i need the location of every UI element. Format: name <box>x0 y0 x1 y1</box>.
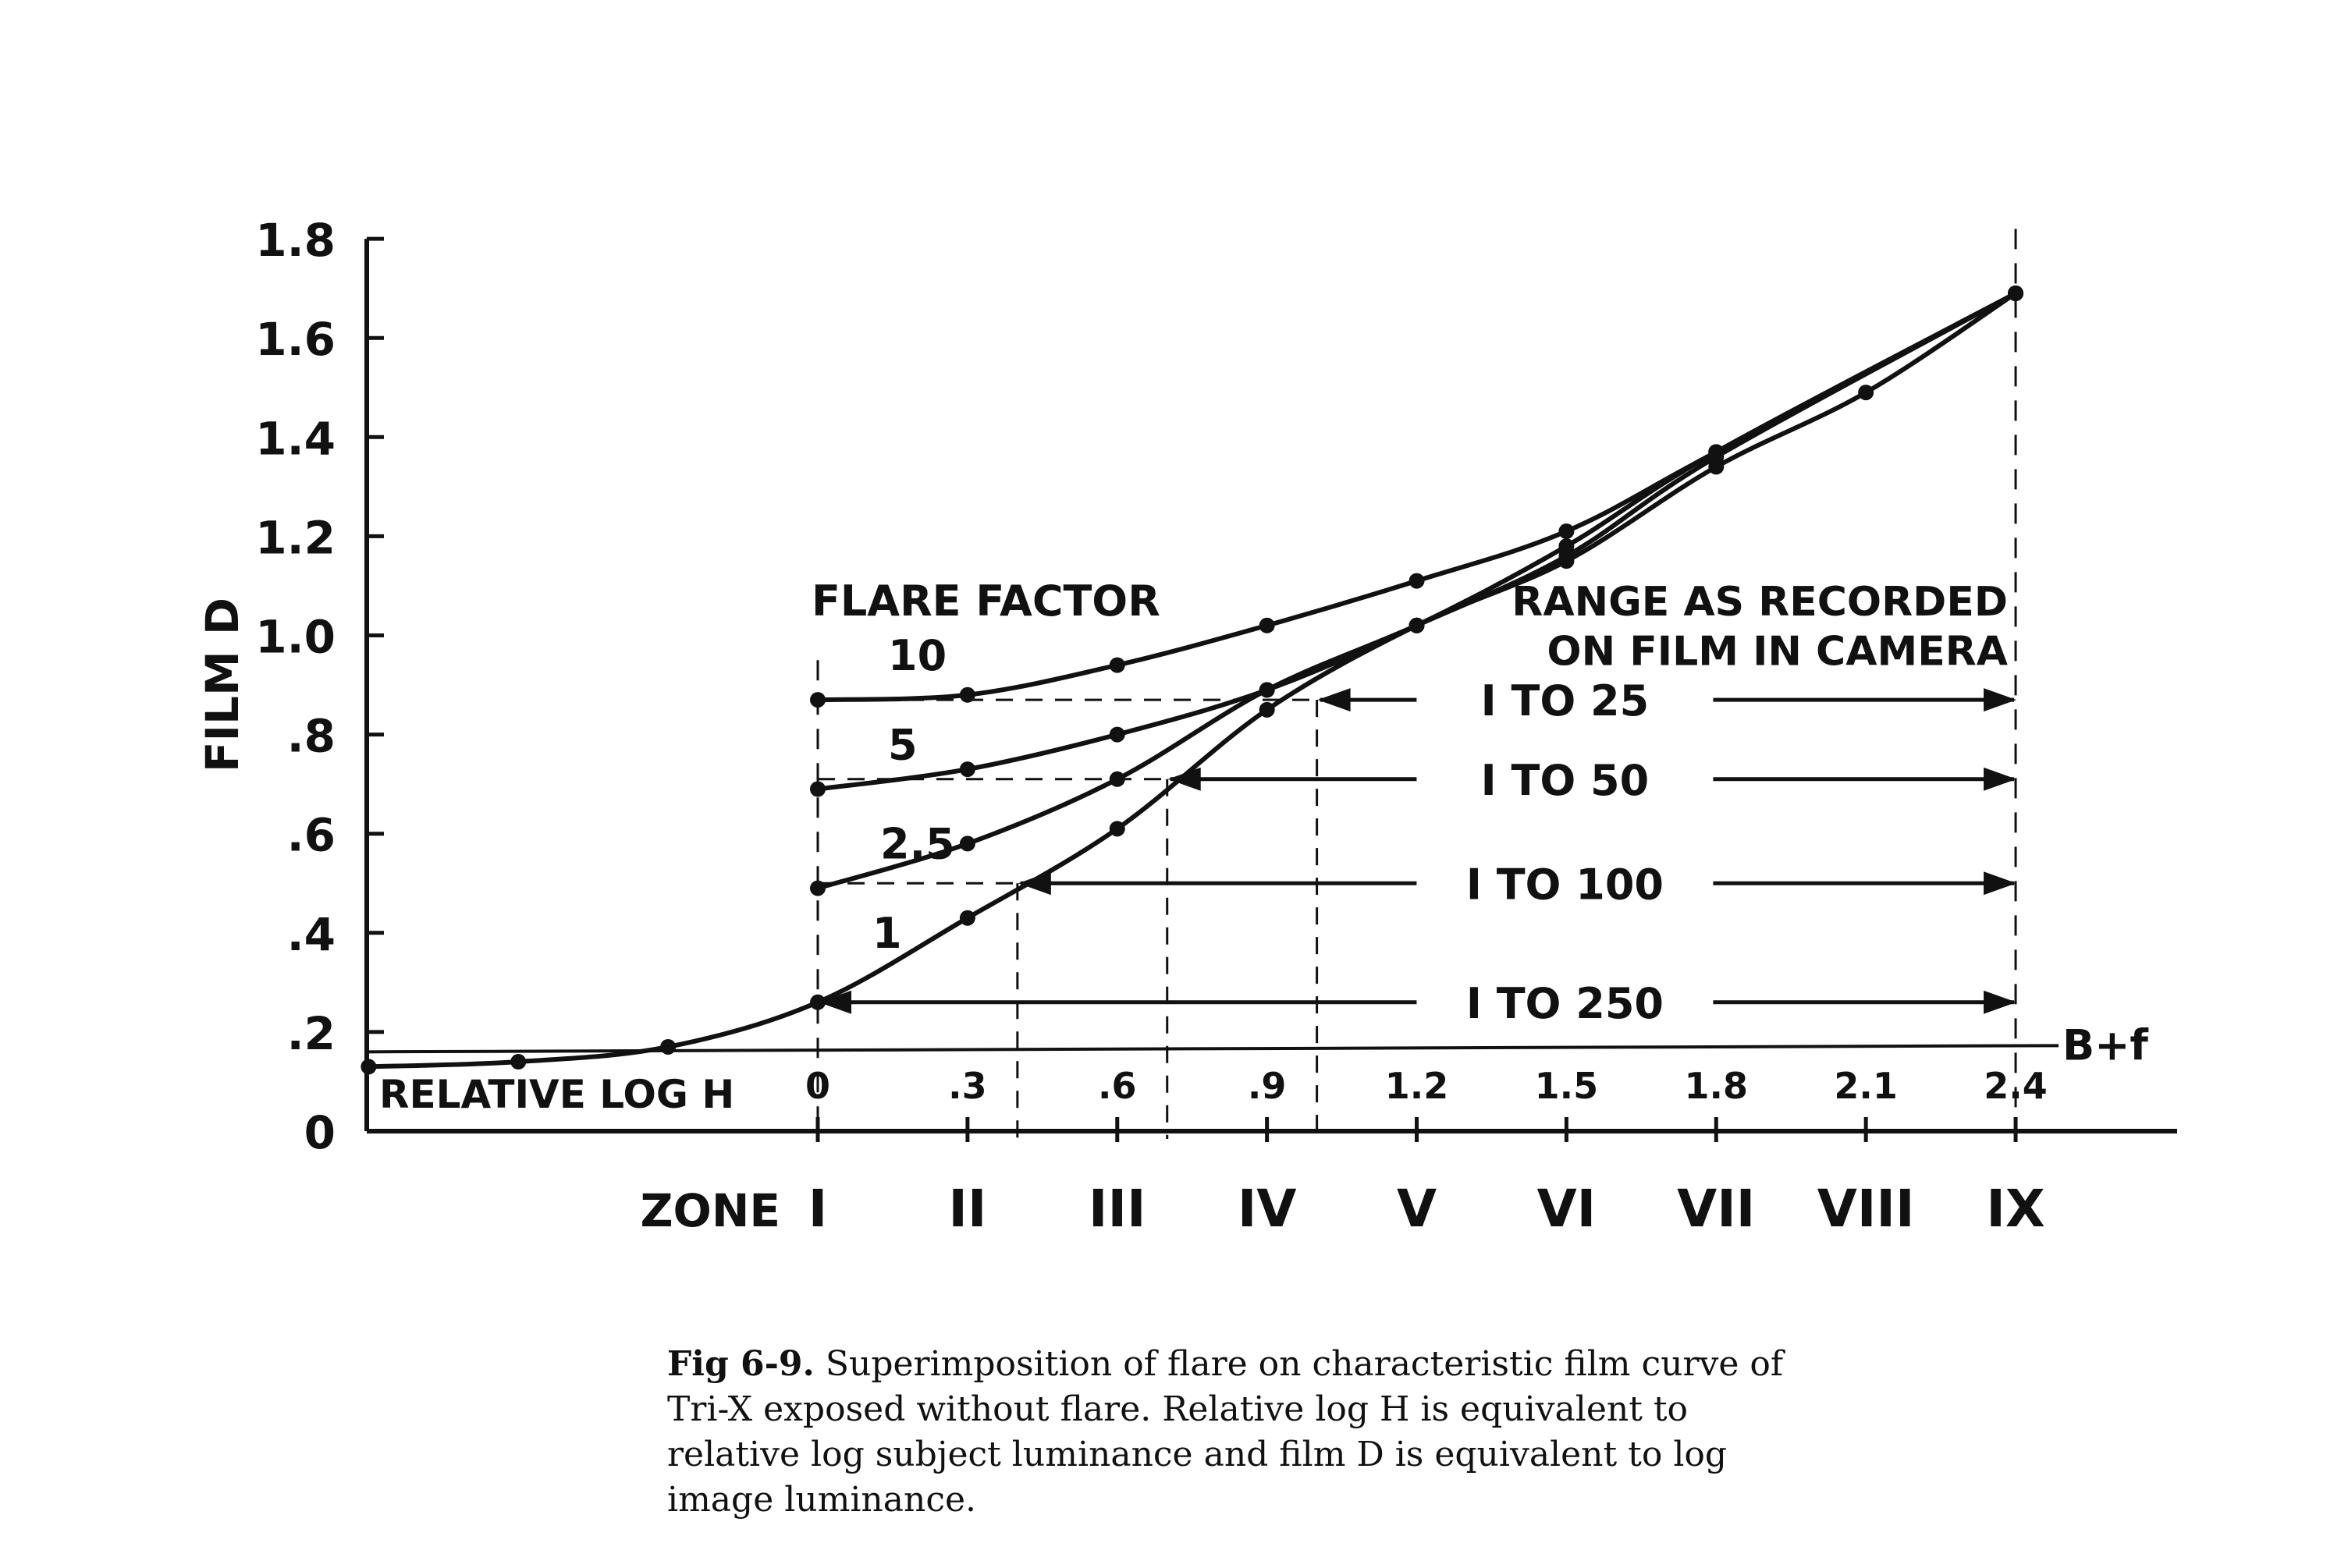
range-title-line-1: RANGE AS RECORDED <box>1512 579 2008 626</box>
zone-label: VII <box>1677 1179 1755 1239</box>
y-tick-label: .8 <box>287 710 336 763</box>
data-point <box>660 1038 677 1055</box>
data-point <box>1109 657 1125 673</box>
y-tick-label: 1.6 <box>255 313 336 366</box>
data-point <box>959 686 975 703</box>
data-point <box>1109 726 1125 743</box>
zone-label: V <box>1397 1179 1437 1239</box>
zone-label: IX <box>1986 1179 2044 1239</box>
base-fog-label: B+f <box>2062 1020 2148 1070</box>
figure-caption: Fig 6-9. Superimposition of flare on cha… <box>667 1342 1799 1523</box>
y-axis-label: FILM D <box>196 598 249 772</box>
y-tick-label: 1.4 <box>255 412 336 465</box>
x-tick-label: .3 <box>948 1065 986 1107</box>
x-axis-label: RELATIVE LOG H <box>379 1072 734 1117</box>
caption-text: Superimposition of flare on characterist… <box>667 1344 1784 1520</box>
data-point <box>1109 821 1125 837</box>
series-line-flare-10 <box>817 291 2017 703</box>
data-point <box>1259 701 1275 718</box>
series-line-flare-5 <box>817 291 2017 792</box>
series-label: 10 <box>888 631 947 680</box>
x-tick-label: 1.2 <box>1385 1065 1449 1107</box>
reference-lines <box>816 229 2017 1139</box>
data-point <box>361 1059 377 1075</box>
y-tick-label: 0 <box>304 1106 336 1159</box>
x-tick-label: .6 <box>1098 1065 1136 1107</box>
data-point <box>1109 771 1125 787</box>
x-tick-label: 1.8 <box>1685 1065 1749 1107</box>
y-tick-label: 1.0 <box>255 611 336 664</box>
zone-label: VIII <box>1817 1179 1915 1239</box>
y-tick-label: .4 <box>287 908 336 961</box>
data-point <box>810 880 826 896</box>
range-arrows <box>819 688 2017 1014</box>
data-point <box>1259 682 1275 698</box>
range-label: I TO 250 <box>1466 979 1664 1028</box>
data-point <box>1558 538 1575 555</box>
data-point <box>1409 617 1425 633</box>
zone-label: III <box>1089 1179 1146 1239</box>
series-label: 1 <box>872 909 902 958</box>
range-label: I TO 25 <box>1481 676 1650 725</box>
range-title-line-2: ON FILM IN CAMERA <box>1547 629 2008 676</box>
y-tick-label: .6 <box>287 809 336 862</box>
zone-label: VI <box>1537 1179 1597 1239</box>
x-tick-label: 2.1 <box>1834 1065 1898 1107</box>
x-tick-label: 0 <box>805 1065 830 1107</box>
zone-label: IV <box>1238 1179 1297 1239</box>
range-label: I TO 100 <box>1466 860 1664 909</box>
range-label: I TO 50 <box>1481 756 1650 805</box>
base-fog-line <box>366 1044 2059 1054</box>
zone-label: II <box>948 1179 986 1239</box>
caption-label: Fig 6-9. <box>667 1344 815 1384</box>
data-point <box>810 692 826 708</box>
y-tick-label: 1.2 <box>255 511 336 564</box>
data-point <box>1708 444 1725 460</box>
data-point <box>1409 573 1425 589</box>
zone-axis-label: ZONE <box>640 1184 780 1237</box>
data-point <box>959 761 975 778</box>
data-point <box>810 781 826 797</box>
data-point <box>959 910 975 926</box>
zone-label: I <box>808 1179 828 1239</box>
series-label: 5 <box>888 720 918 769</box>
data-point <box>1259 617 1275 633</box>
x-tick-label: 1.5 <box>1535 1065 1599 1107</box>
chart-labels: 0 .2 .4 .6 .8 1.0 1.2 1.4 1.6 1.8 B+f 0 .3 .6 .9 1.2 1.5… <box>196 214 2148 1239</box>
y-tick-label: 1.8 <box>255 214 336 267</box>
data-point <box>1858 385 1874 401</box>
series-label: 2.5 <box>880 819 955 868</box>
x-tick-label: 2.4 <box>1984 1065 2048 1107</box>
data-point <box>959 835 975 852</box>
data-point <box>510 1054 527 1070</box>
series-line-flare-1 <box>368 291 2017 1070</box>
data-point <box>1558 523 1575 540</box>
data-point <box>2008 286 2024 302</box>
x-tick-label: .9 <box>1248 1065 1286 1107</box>
y-tick-label: .2 <box>287 1007 336 1060</box>
flare-factor-title: FLARE FACTOR <box>812 576 1160 626</box>
series-curves <box>361 286 2024 1075</box>
